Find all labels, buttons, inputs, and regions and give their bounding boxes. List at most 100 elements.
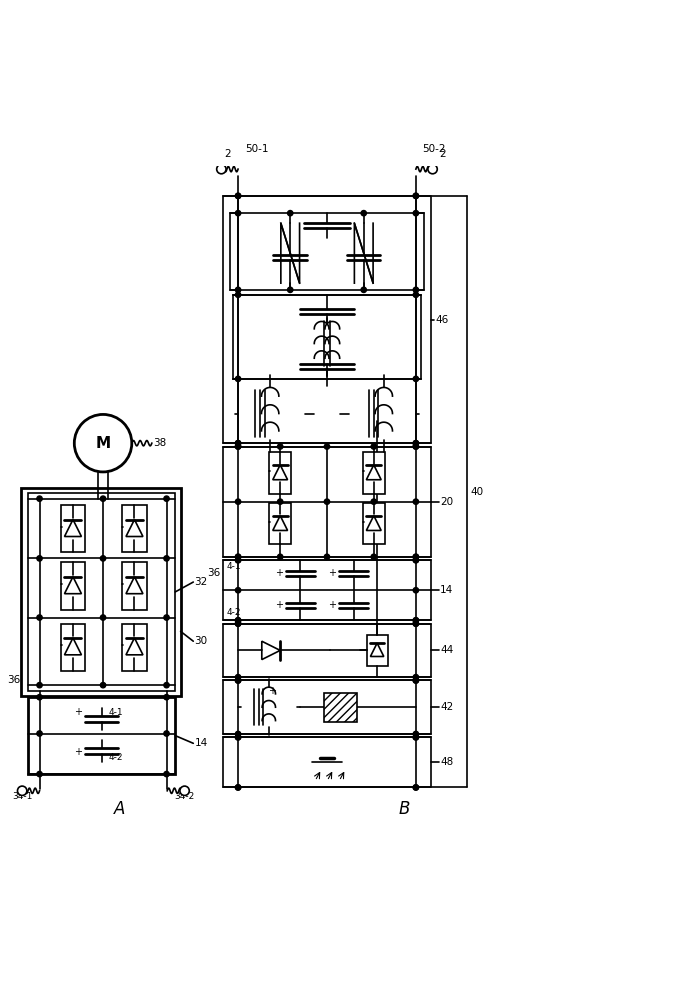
- Bar: [223, 624, 431, 677]
- Circle shape: [278, 499, 283, 504]
- Text: 4-1: 4-1: [226, 562, 241, 571]
- Circle shape: [288, 210, 293, 216]
- Bar: [233, 295, 421, 379]
- Circle shape: [278, 444, 283, 449]
- Circle shape: [235, 193, 241, 199]
- Bar: [61, 624, 86, 671]
- Circle shape: [235, 674, 241, 680]
- Text: 14: 14: [440, 585, 453, 595]
- Circle shape: [413, 554, 419, 559]
- Text: A: A: [114, 800, 125, 818]
- Circle shape: [235, 557, 241, 563]
- Circle shape: [74, 414, 132, 472]
- Bar: [22, 488, 181, 696]
- Circle shape: [164, 695, 169, 700]
- Circle shape: [413, 557, 419, 563]
- Circle shape: [413, 621, 419, 626]
- Circle shape: [216, 164, 226, 174]
- Bar: [363, 452, 385, 494]
- Text: 36: 36: [207, 568, 220, 578]
- Bar: [223, 447, 431, 557]
- Bar: [122, 562, 147, 610]
- Bar: [28, 493, 175, 691]
- Circle shape: [413, 785, 419, 790]
- Circle shape: [371, 444, 377, 449]
- Circle shape: [164, 615, 169, 620]
- Text: 4-1: 4-1: [109, 708, 123, 717]
- Circle shape: [164, 682, 169, 688]
- Bar: [223, 737, 431, 787]
- Bar: [367, 635, 388, 666]
- Circle shape: [413, 674, 419, 680]
- Circle shape: [235, 499, 241, 504]
- Circle shape: [413, 376, 419, 382]
- Circle shape: [164, 496, 169, 501]
- Bar: [61, 505, 86, 552]
- Circle shape: [413, 499, 419, 504]
- Circle shape: [324, 499, 330, 504]
- Text: 20: 20: [440, 497, 453, 507]
- Circle shape: [235, 557, 241, 563]
- Circle shape: [361, 210, 367, 216]
- Bar: [363, 503, 385, 544]
- Circle shape: [164, 731, 169, 736]
- Circle shape: [235, 441, 241, 446]
- Circle shape: [100, 496, 106, 501]
- Text: +: +: [328, 568, 336, 578]
- Text: +: +: [74, 747, 82, 757]
- Circle shape: [235, 678, 241, 683]
- Bar: [324, 693, 357, 722]
- Circle shape: [235, 735, 241, 740]
- Text: 14: 14: [195, 738, 208, 748]
- Text: 48: 48: [440, 757, 453, 767]
- Circle shape: [235, 735, 241, 740]
- Text: 42: 42: [440, 702, 453, 712]
- Circle shape: [413, 444, 419, 449]
- Text: 46: 46: [435, 315, 448, 325]
- Circle shape: [413, 678, 419, 683]
- Circle shape: [100, 556, 106, 561]
- Circle shape: [413, 444, 419, 449]
- Text: 50-2: 50-2: [423, 144, 446, 154]
- Circle shape: [235, 621, 241, 626]
- Bar: [230, 213, 424, 290]
- Circle shape: [180, 786, 189, 795]
- Circle shape: [413, 193, 419, 199]
- Circle shape: [235, 193, 241, 199]
- Circle shape: [37, 496, 42, 501]
- Circle shape: [235, 554, 241, 559]
- Bar: [61, 562, 86, 610]
- Circle shape: [100, 682, 106, 688]
- Circle shape: [37, 731, 42, 736]
- Circle shape: [413, 735, 419, 740]
- Text: 34-2: 34-2: [175, 792, 195, 801]
- Circle shape: [413, 785, 419, 790]
- Circle shape: [361, 287, 367, 293]
- Text: 2: 2: [439, 149, 446, 159]
- Circle shape: [235, 621, 241, 626]
- Text: 30: 30: [195, 636, 208, 646]
- Circle shape: [235, 210, 241, 216]
- Circle shape: [413, 210, 419, 216]
- Circle shape: [413, 731, 419, 737]
- Circle shape: [235, 785, 241, 790]
- Text: 44: 44: [440, 645, 453, 655]
- Text: 4-2: 4-2: [109, 753, 123, 762]
- Circle shape: [371, 554, 377, 559]
- Bar: [223, 680, 431, 734]
- Circle shape: [324, 444, 330, 449]
- Circle shape: [413, 441, 419, 446]
- Circle shape: [37, 695, 42, 700]
- Circle shape: [413, 557, 419, 563]
- Circle shape: [371, 499, 377, 504]
- Circle shape: [18, 786, 27, 795]
- Circle shape: [413, 554, 419, 559]
- Bar: [223, 196, 431, 443]
- Circle shape: [413, 588, 419, 593]
- Circle shape: [413, 621, 419, 626]
- Bar: [223, 560, 431, 620]
- Circle shape: [235, 444, 241, 449]
- Circle shape: [235, 292, 241, 297]
- Text: 4-2: 4-2: [226, 608, 241, 617]
- Circle shape: [235, 287, 241, 293]
